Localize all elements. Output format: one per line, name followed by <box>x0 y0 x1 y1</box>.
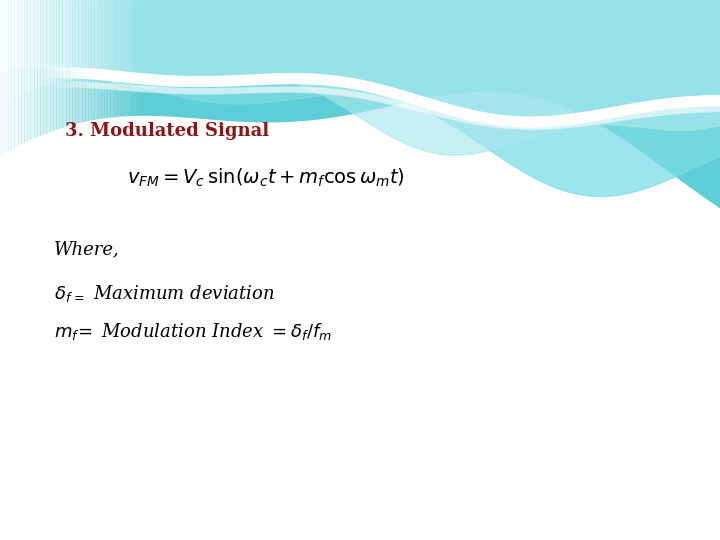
Text: $m_f\!=$ Modulation Index $= \delta_f/f_m$: $m_f\!=$ Modulation Index $= \delta_f/f_… <box>54 321 332 342</box>
Text: $\delta_{f\,=}$ Maximum deviation: $\delta_{f\,=}$ Maximum deviation <box>54 284 275 305</box>
Text: 3. Modulated Signal: 3. Modulated Signal <box>65 122 269 139</box>
Text: Where,: Where, <box>54 240 120 258</box>
Text: $v_{FM} = V_c \, \mathrm{sin}(\omega_c t + m_f \mathrm{cos} \, \omega_m t)$: $v_{FM} = V_c \, \mathrm{sin}(\omega_c t… <box>127 167 405 190</box>
